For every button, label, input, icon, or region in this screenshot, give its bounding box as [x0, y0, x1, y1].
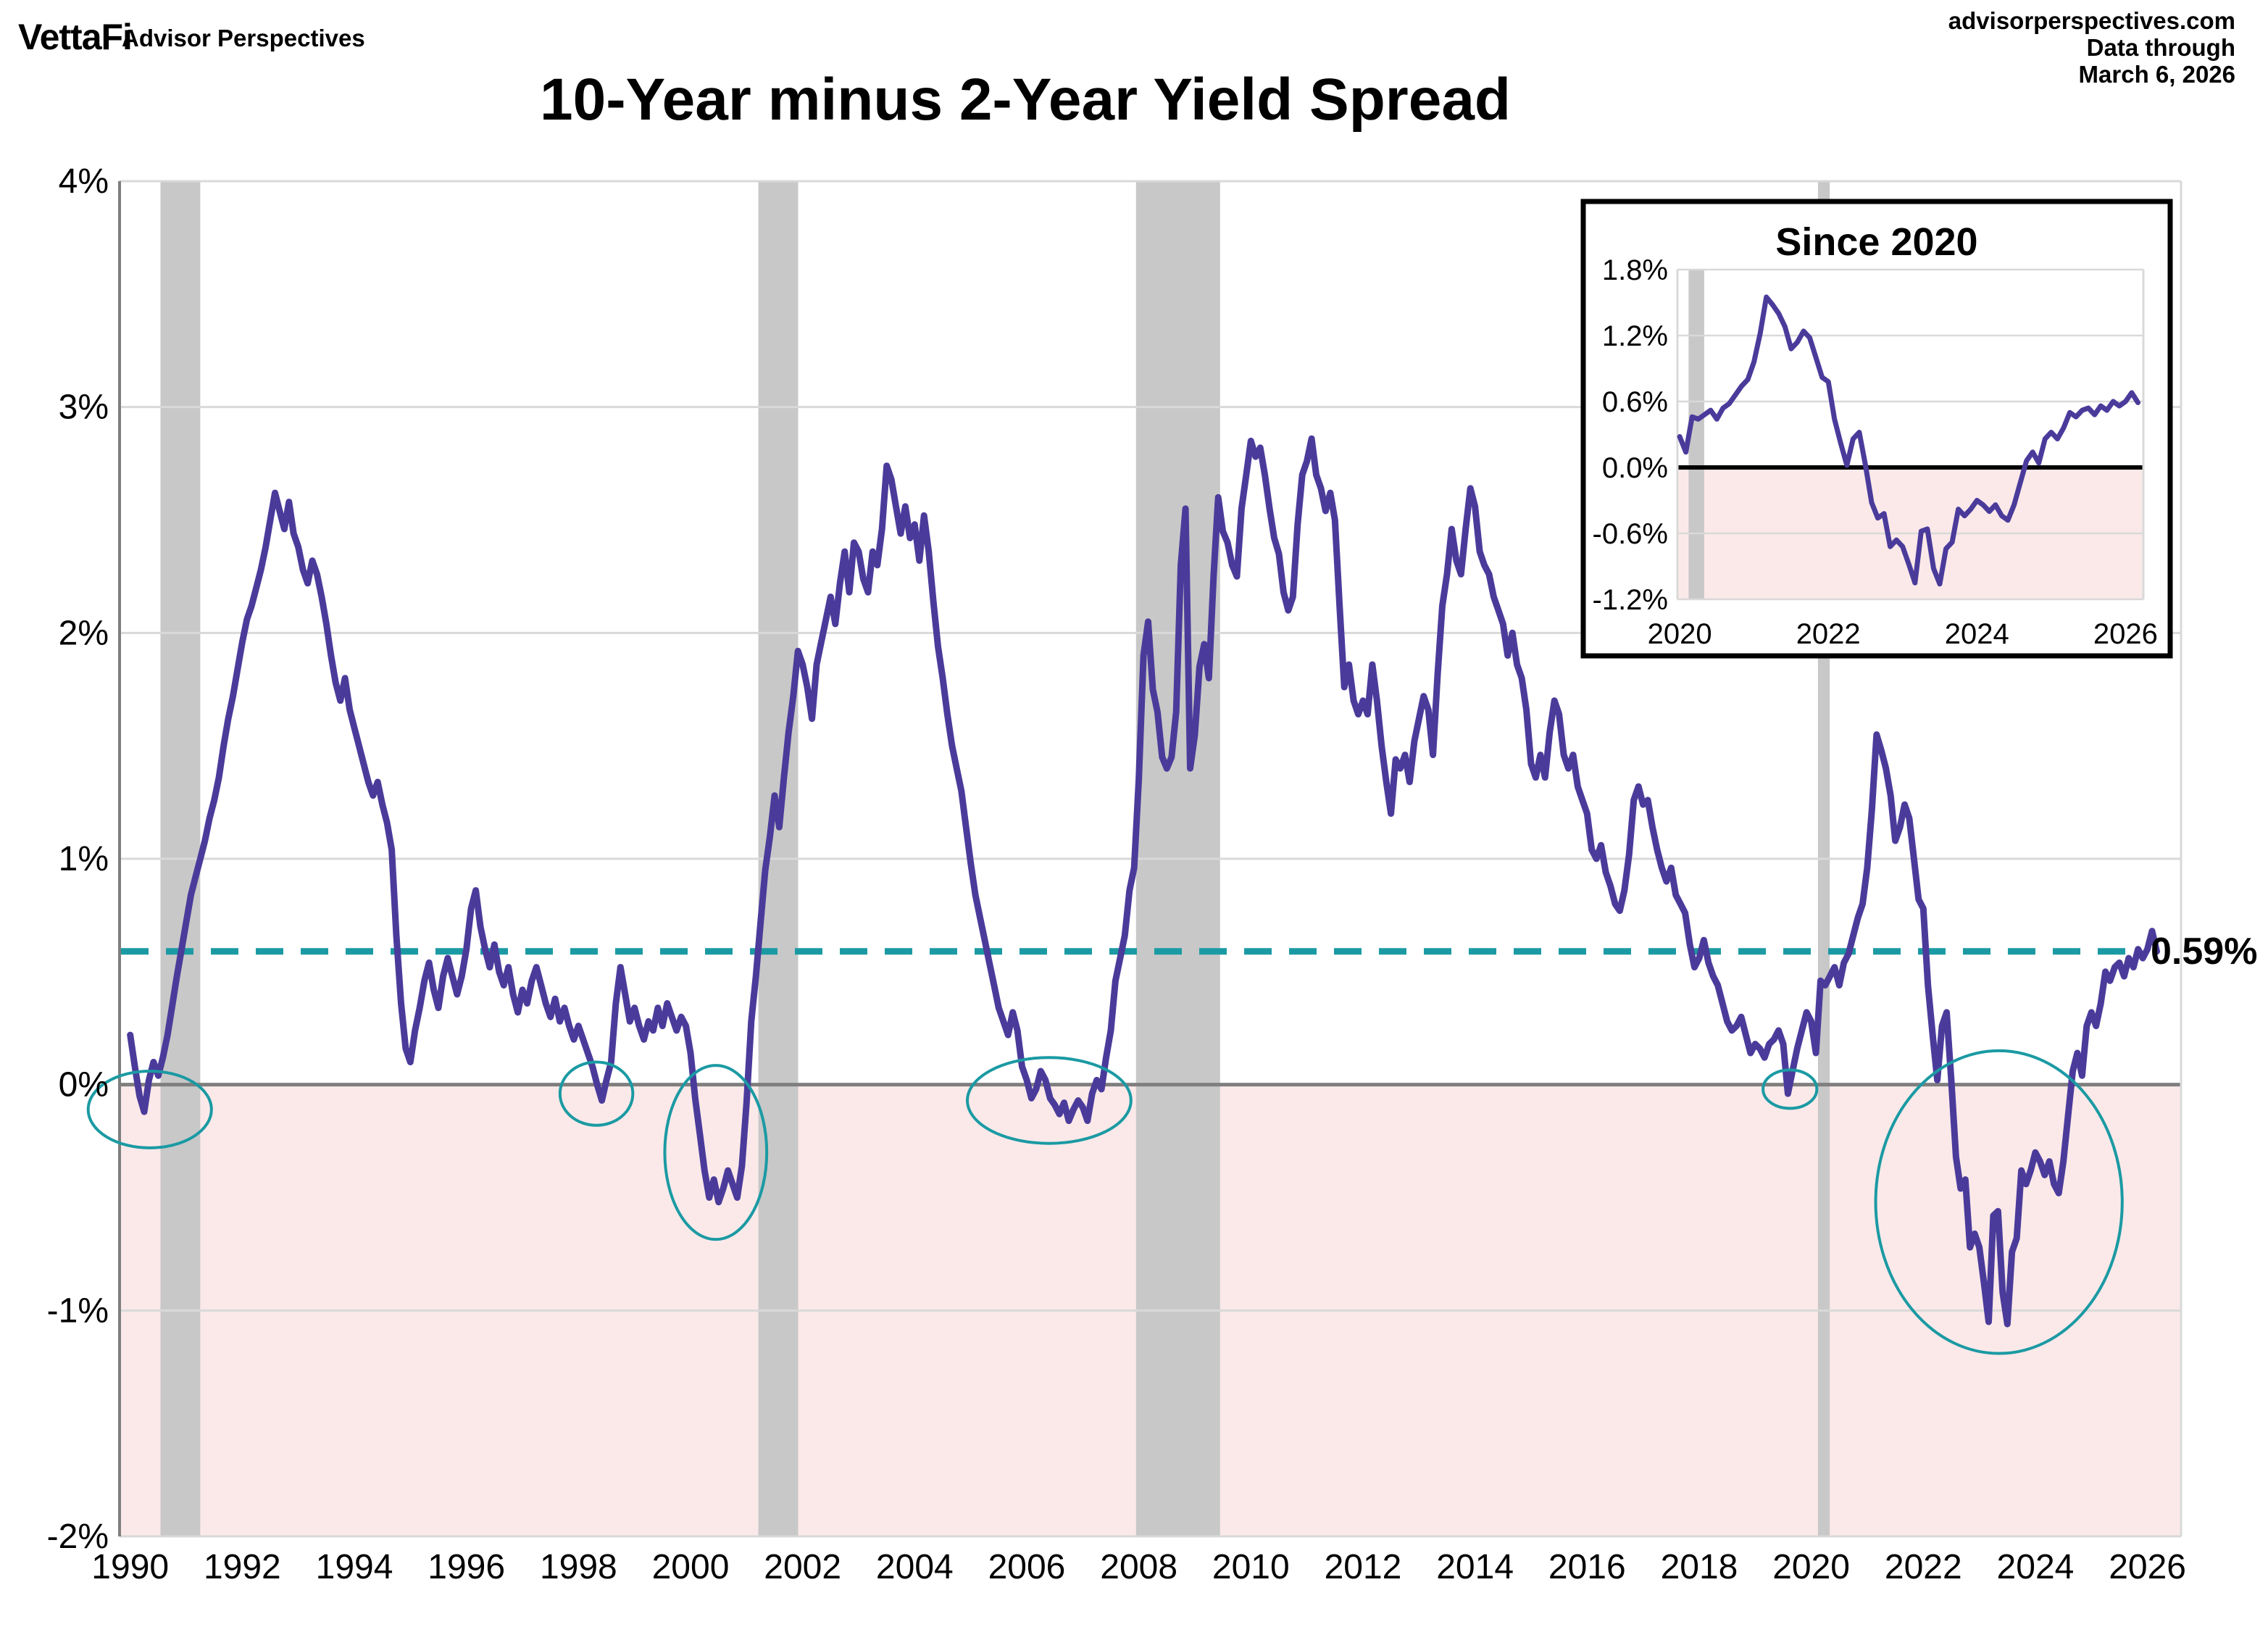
x-tick-label: 2002 [764, 1548, 841, 1586]
x-tick-label: 2016 [1548, 1548, 1626, 1586]
inset-y-tick-label: -0.6% [1593, 518, 1669, 550]
x-tick-label: 2026 [2109, 1548, 2186, 1586]
x-tick-label: 1996 [428, 1548, 505, 1586]
inset-x-tick-label: 2026 [2093, 618, 2158, 650]
x-tick-label: 2006 [988, 1548, 1066, 1586]
inset-y-tick-label: 0.0% [1602, 452, 1668, 484]
inversion-ellipse [1762, 1068, 1819, 1110]
inset-recession-bar [1688, 270, 1704, 599]
y-tick-label: 4% [59, 162, 109, 201]
y-tick-label: 2% [59, 614, 109, 652]
inversion-ellipse [558, 1060, 635, 1127]
inset-x-tick-label: 2022 [1796, 618, 1861, 650]
x-tick-label: 2010 [1212, 1548, 1290, 1586]
x-tick-label: 1994 [316, 1548, 393, 1586]
inset-y-tick-label: -1.2% [1593, 584, 1669, 616]
x-tick-label: 2018 [1661, 1548, 1738, 1586]
inset-axis-labels: 1.8% 1.2% 0.6% 0.0% -0.6% -1.2%2020 2022 2024 20… [1593, 254, 2158, 650]
y-tick-label: 1% [59, 840, 109, 878]
y-tick-label: -1% [47, 1291, 109, 1330]
inset-gridlines [1676, 268, 2145, 601]
inset-y-tick-label: 1.8% [1602, 254, 1668, 286]
inset-x-tick-label: 2024 [1945, 618, 2009, 650]
y-tick-label: -2% [47, 1518, 109, 1556]
y-tick-label: 0% [59, 1066, 109, 1104]
main-axis-labels: 4% 3% 2% 1% 0% -1% -2%1990 1992 1994 1996 1998 2000… [47, 162, 2186, 1586]
x-tick-label: 2022 [1885, 1548, 1962, 1586]
inversion-ellipse [1874, 1049, 2124, 1355]
advisor-perspectives-tagline: Advisor Perspectives [122, 25, 365, 51]
spread-line-series [127, 435, 2160, 1328]
x-tick-label: 2008 [1100, 1548, 1177, 1586]
inset-recession-bars [1688, 270, 1704, 599]
inversion-ellipse [663, 1064, 769, 1241]
inset-y-tick-label: 0.6% [1602, 386, 1668, 418]
x-tick-label: 2004 [876, 1548, 954, 1586]
inversion-ellipse [966, 1056, 1133, 1145]
inset-title: Since 2020 [1775, 220, 1977, 264]
data-through-label: Data through [2087, 34, 2235, 61]
inversion-highlight-ellipses [86, 1049, 2124, 1355]
vettafi-logo: VettaFi [18, 17, 132, 57]
x-tick-label: 1990 [91, 1548, 169, 1586]
inset-y-tick-label: 1.2% [1602, 320, 1668, 352]
inset-x-tick-label: 2020 [1648, 618, 1712, 650]
y-tick-label: 3% [59, 388, 109, 427]
x-tick-label: 1998 [540, 1548, 617, 1586]
x-tick-label: 2020 [1772, 1548, 1850, 1586]
page-title: 10-Year minus 2-Year Yield Spread [540, 67, 1511, 133]
x-tick-label: 2012 [1325, 1548, 1402, 1586]
x-tick-label: 2024 [1997, 1548, 2075, 1586]
inset-spread-line [1677, 294, 2140, 587]
data-through-date: March 6, 2026 [2079, 61, 2235, 88]
source-url: advisorperspectives.com [1948, 7, 2235, 34]
inversion-ellipse [86, 1069, 213, 1149]
latest-value-label: 0.59% [2151, 931, 2257, 973]
x-tick-label: 1992 [204, 1548, 281, 1586]
x-tick-label: 2014 [1436, 1548, 1514, 1586]
spread-line [127, 435, 2160, 1328]
x-tick-label: 2000 [652, 1548, 730, 1586]
inset-spread-line-series [1677, 294, 2140, 587]
